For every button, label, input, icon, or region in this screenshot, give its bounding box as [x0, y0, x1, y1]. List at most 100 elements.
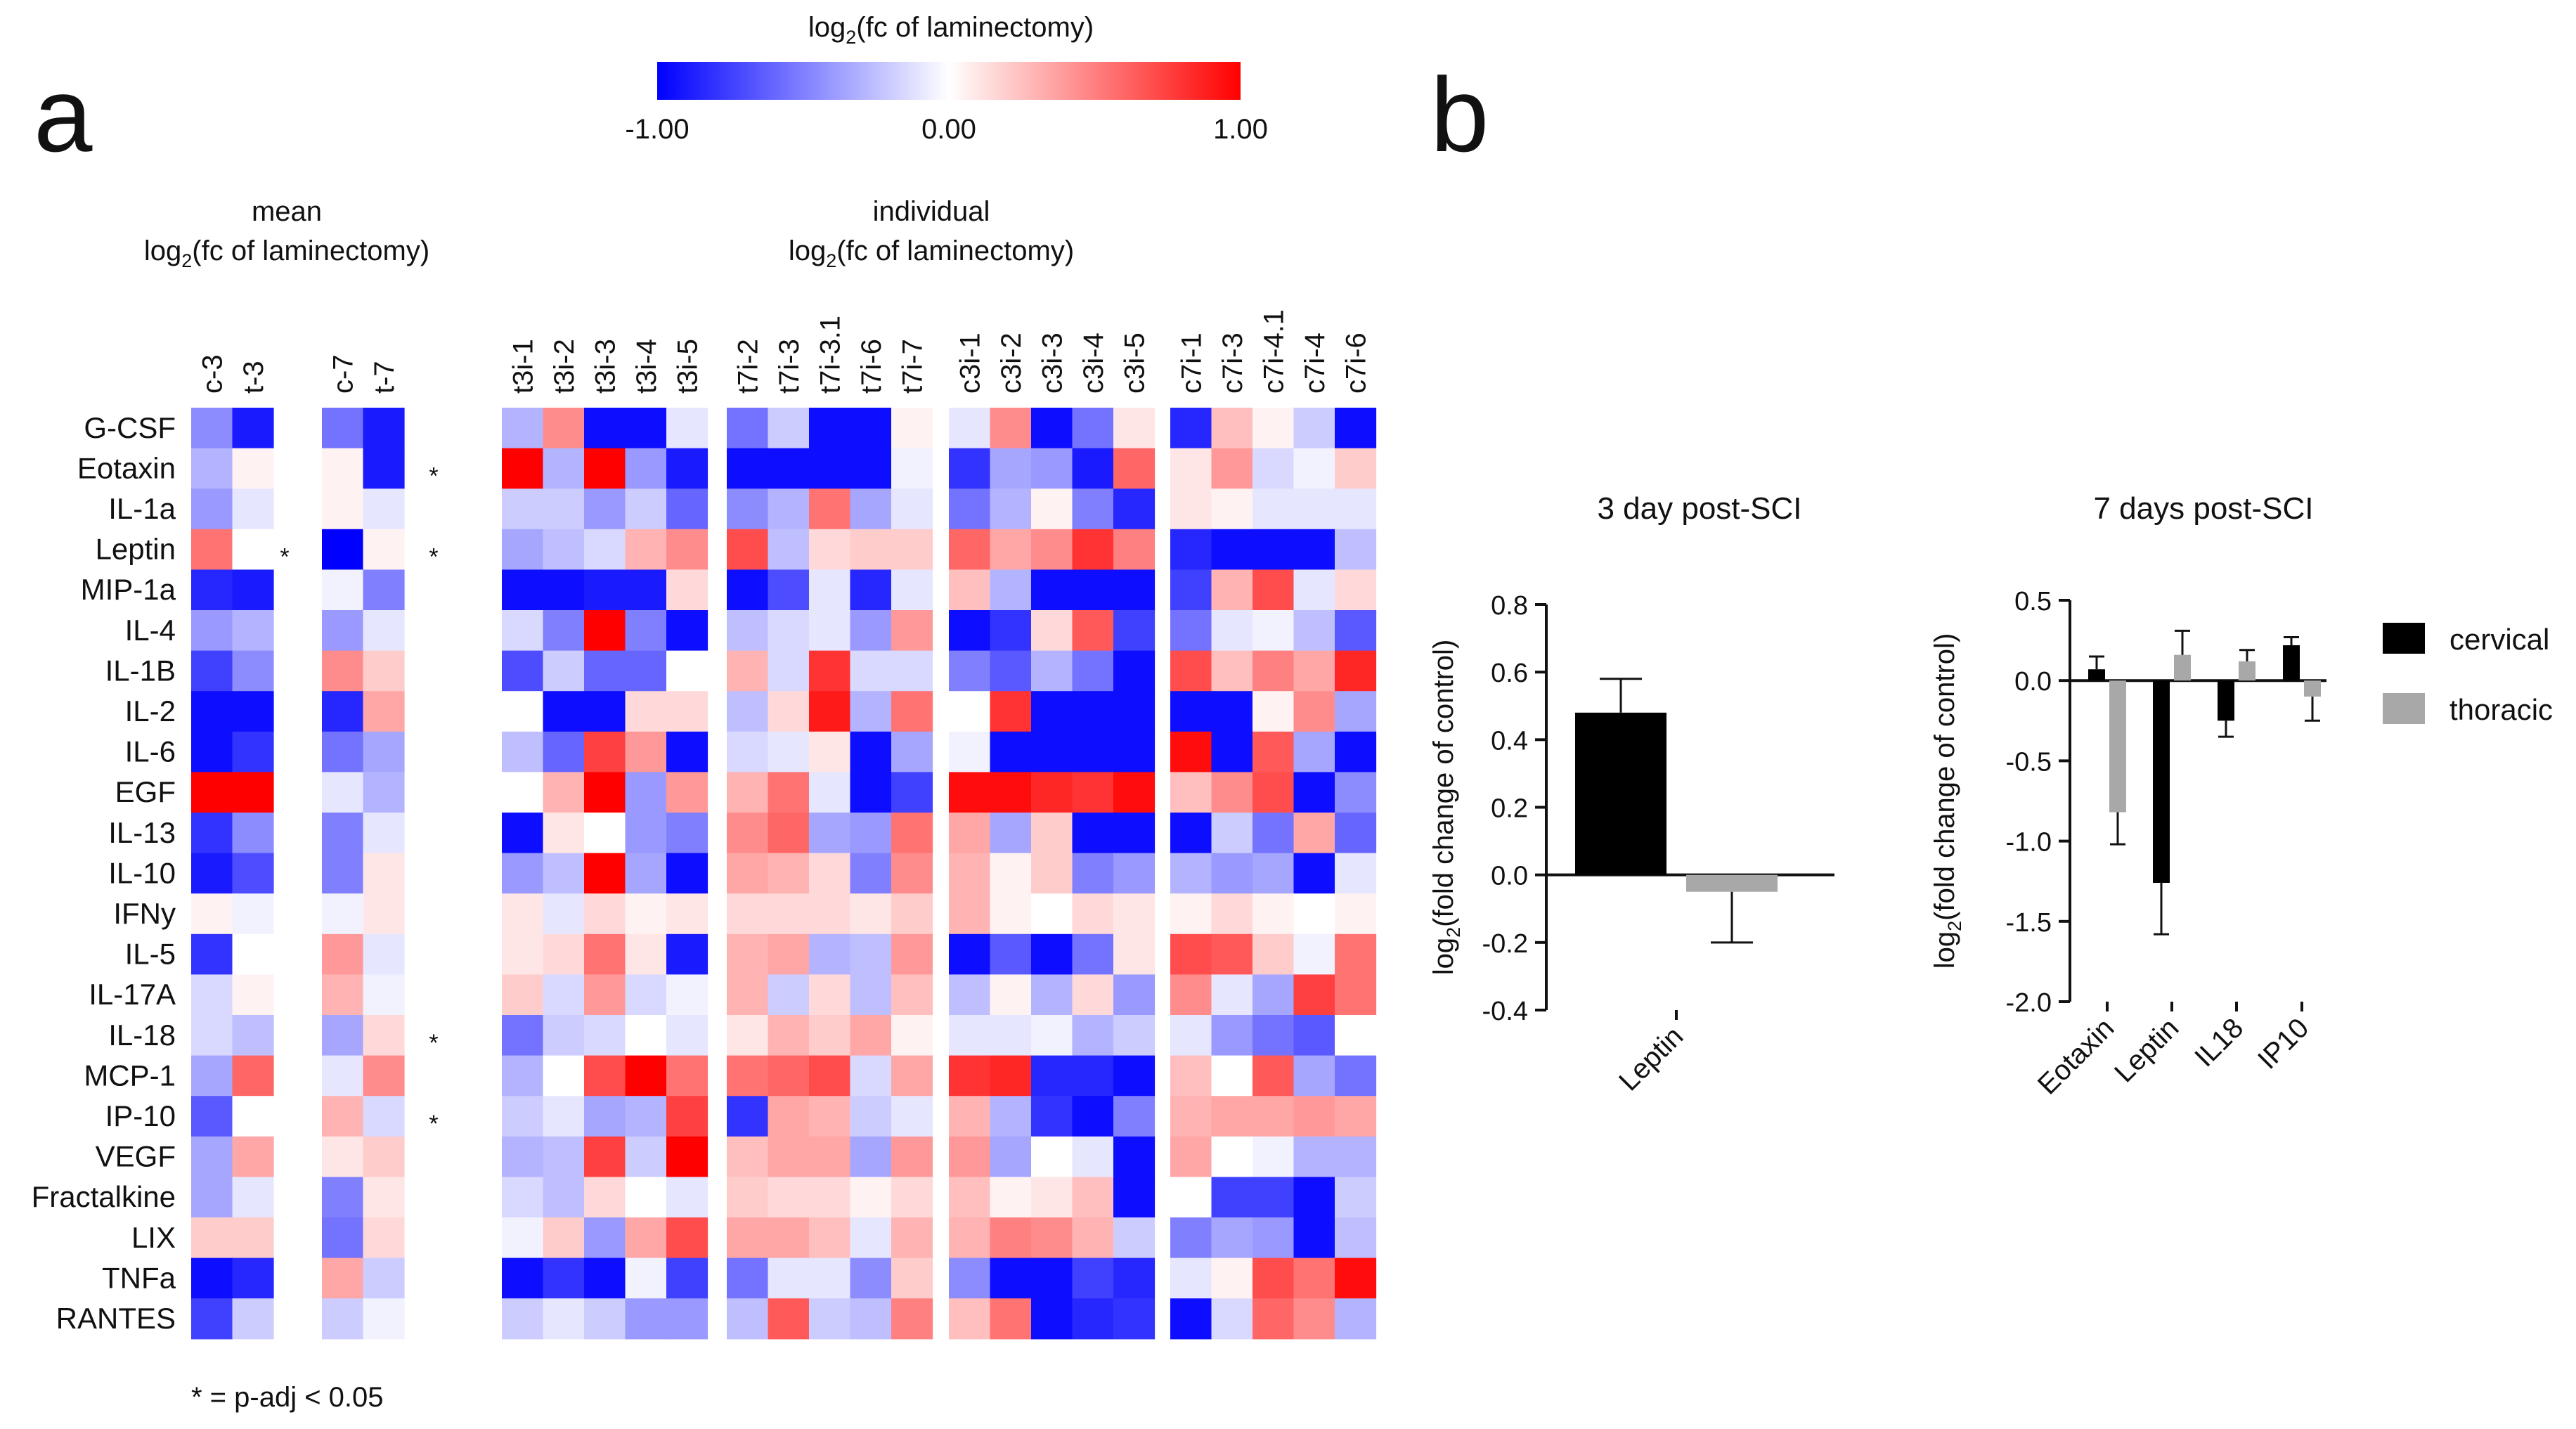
heatmap-cell	[850, 974, 892, 1016]
heatmap-cell	[1253, 933, 1295, 975]
heatmap-cell	[1113, 974, 1156, 1016]
heatmap-cell	[363, 893, 405, 935]
heatmap-cell	[809, 1096, 851, 1137]
heatmap-cell	[1113, 489, 1156, 530]
heatmap-cell	[191, 772, 233, 813]
heatmap-cell	[191, 1257, 233, 1299]
heatmap-cell	[232, 448, 274, 489]
y-tick-label: 0.2	[1491, 794, 1528, 824]
heatmap-cell	[584, 529, 626, 570]
heatmap-cell	[1170, 1177, 1212, 1218]
heatmap-cell	[1293, 1096, 1335, 1137]
heatmap-cell	[191, 1298, 233, 1340]
column-label: t7i-2	[732, 339, 763, 394]
heatmap-cell	[666, 772, 708, 813]
heatmap-cell	[1113, 1217, 1156, 1259]
column-label: c3i-1	[954, 332, 985, 394]
heatmap-cell	[768, 691, 810, 732]
significance-star: *	[429, 544, 438, 571]
heatmap-cell	[584, 1096, 626, 1137]
heatmap-cell	[1072, 974, 1114, 1016]
heatmap-cell	[1253, 1177, 1295, 1218]
heatmap-cell	[1031, 489, 1073, 530]
heatmap-cell	[1335, 448, 1377, 489]
heatmap-cell	[727, 408, 769, 449]
heatmap-cell	[584, 408, 626, 449]
heatmap-cell	[891, 1096, 933, 1137]
legend-label: cervical	[2449, 623, 2549, 656]
heatmap-cell	[666, 1055, 708, 1097]
heatmap-cell	[949, 1217, 991, 1259]
heatmap-cell	[502, 933, 544, 975]
heatmap-cell	[543, 933, 585, 975]
heatmap-cell	[768, 489, 810, 530]
heatmap-cell	[949, 610, 991, 652]
heatmap-cell	[584, 489, 626, 530]
heatmap-cell	[363, 489, 405, 530]
heatmap-cell	[1031, 529, 1073, 570]
heatmap-cell	[1253, 569, 1295, 611]
heatmap-cell	[727, 1015, 769, 1056]
heatmap-cell	[584, 1136, 626, 1177]
heatmap-cell	[1211, 813, 1253, 854]
heatmap-cell	[1253, 1096, 1295, 1137]
heatmap-cell	[727, 813, 769, 854]
heatmap-cell	[768, 853, 810, 894]
heatmap-cell	[666, 448, 708, 489]
heatmap-cell	[1211, 1217, 1253, 1259]
column-label: t7i-3	[774, 339, 805, 394]
heatmap-cell	[949, 448, 991, 489]
heatmap-cell	[502, 1298, 544, 1340]
heatmap-cell	[990, 974, 1032, 1016]
heatmap-cell	[1253, 610, 1295, 652]
heatmap-cell	[768, 731, 810, 772]
heatmap-cell	[1211, 772, 1253, 813]
heatmap-cell	[768, 529, 810, 570]
heatmap-cell	[625, 1096, 667, 1137]
heatmap-cell	[1072, 1096, 1114, 1137]
heatmap-cell	[891, 529, 933, 570]
heatmap-cell	[625, 1257, 667, 1299]
heatmap-cell	[1335, 691, 1377, 732]
heatmap-cell	[1211, 489, 1253, 530]
heatmap-cell	[949, 1015, 991, 1056]
heatmap-cell	[232, 1217, 274, 1259]
heatmap-cell	[584, 772, 626, 813]
heatmap-cell	[1293, 772, 1335, 813]
heatmap-cell	[727, 1298, 769, 1340]
column-label: c3i-3	[1037, 332, 1068, 394]
significance-star: *	[429, 463, 438, 489]
heatmap-cell	[809, 489, 851, 530]
bar	[2239, 661, 2255, 681]
heatmap-cell	[191, 1217, 233, 1259]
heatmap-cell	[850, 893, 892, 935]
bar-chart-3day: 3 day post-SCI -0.4 -0.2 0.0 0.2 0.4 0.6 0.8 log…	[1428, 491, 1834, 1097]
heatmap-cell	[727, 933, 769, 975]
heatmap-cell	[1335, 1136, 1377, 1177]
heatmap-cell	[1031, 772, 1073, 813]
individual-group-1: t3i-1 t3i-2 t3i-3 t3i-4 t3i-5	[502, 339, 708, 1340]
heatmap-cell	[502, 731, 544, 772]
heatmap-cell	[1113, 569, 1156, 611]
row-label: MCP-1	[84, 1059, 176, 1092]
heatmap-cell	[1253, 1298, 1295, 1340]
heatmap-cell	[625, 691, 667, 732]
heatmap-cell	[625, 813, 667, 854]
heatmap-cell	[891, 1257, 933, 1299]
heatmap-cell	[949, 813, 991, 854]
heatmap-cell	[584, 448, 626, 489]
heatmap-cell	[1335, 813, 1377, 854]
footnote: * = p-adj < 0.05	[191, 1382, 384, 1413]
heatmap-cell	[543, 691, 585, 732]
significance-star: *	[429, 1030, 438, 1056]
heatmap-cell	[625, 408, 667, 449]
heatmap-cell	[1031, 569, 1073, 611]
heatmap-cell	[584, 731, 626, 772]
heatmap-cell	[990, 1177, 1032, 1218]
heatmap-cell	[363, 569, 405, 611]
column-label: c-3	[197, 354, 228, 394]
heatmap-cell	[1170, 1257, 1212, 1299]
heatmap-cell	[1211, 569, 1253, 611]
heatmap-cell	[768, 1177, 810, 1218]
